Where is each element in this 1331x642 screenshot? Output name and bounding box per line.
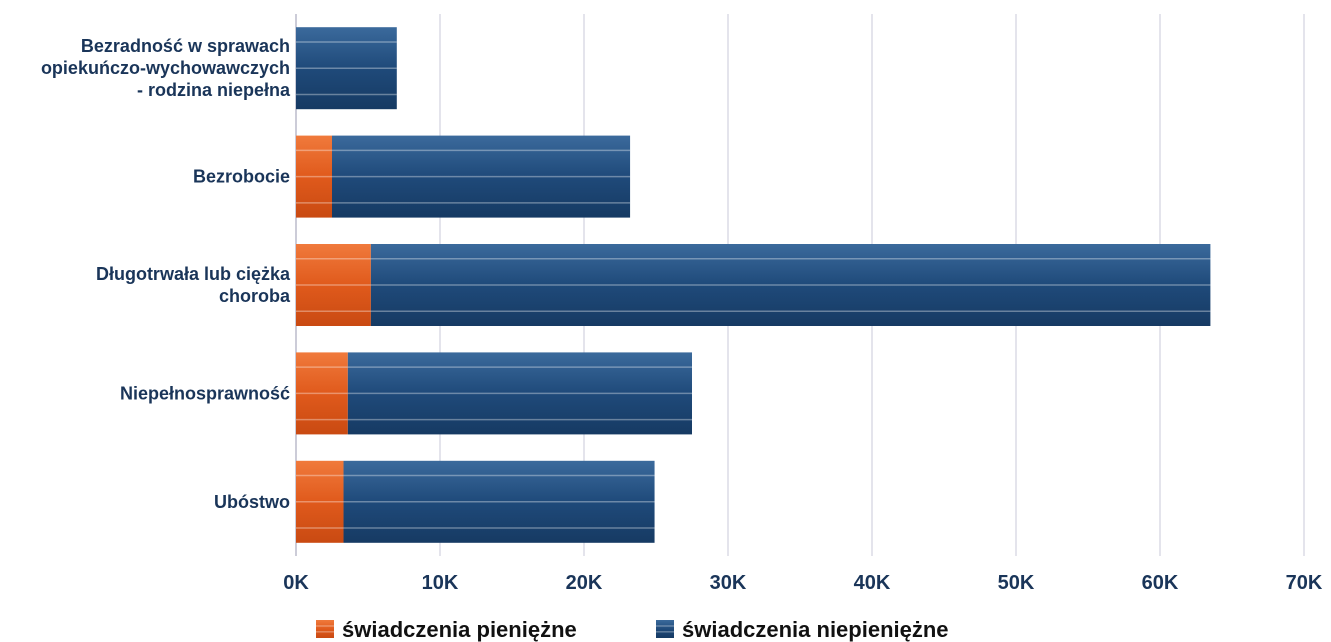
category-label: Bezrobocie — [193, 167, 290, 187]
x-tick-label: 70K — [1286, 572, 1323, 594]
x-tick-label: 0K — [283, 572, 309, 594]
bar-niepieniezne — [332, 135, 631, 218]
bar-pieniezne — [296, 460, 344, 543]
bar-niepieniezne — [343, 460, 655, 543]
category-label: Bezradność w sprawach opiekuńczo-wychowaw… — [41, 36, 291, 100]
category-label-line: Niepełnosprawność — [120, 383, 290, 403]
legend-label: świadczenia pieniężne — [342, 617, 577, 642]
bar-niepieniezne — [296, 27, 397, 110]
category-label-line: Bezrobocie — [193, 167, 290, 187]
category-label-line: Ubóstwo — [214, 492, 290, 512]
category-label: Ubóstwo — [214, 492, 290, 512]
category-label-line: choroba — [219, 286, 291, 306]
bar-niepieniezne — [347, 352, 692, 435]
x-tick-label: 20K — [566, 572, 603, 594]
x-tick-label: 30K — [710, 572, 747, 594]
category-label-line: Bezradność w sprawach — [81, 36, 290, 56]
category-label-line: opiekuńczo-wychowawczych — [41, 58, 290, 78]
bar-pieniezne — [296, 352, 348, 435]
x-tick-label: 50K — [998, 572, 1035, 594]
category-label-line: Długotrwała lub ciężka — [96, 264, 291, 284]
bar-pieniezne — [296, 135, 332, 218]
bars — [296, 27, 1211, 543]
legend-label: świadczenia niepieniężne — [682, 617, 949, 642]
bar-niepieniezne — [370, 244, 1211, 326]
category-labels: Bezradność w sprawach opiekuńczo-wychowaw… — [41, 36, 291, 512]
category-label: Długotrwała lub ciężka choroba — [96, 264, 291, 306]
x-tick-label: 10K — [422, 572, 459, 594]
legend: świadczenia pieniężne świadczenia niepien… — [316, 617, 949, 642]
bar-pieniezne — [296, 244, 371, 326]
x-tick-label: 60K — [1142, 572, 1179, 594]
category-label-line: - rodzina niepełna — [137, 80, 291, 100]
x-axis-tick-labels: 0K 10K 20K 30K 40K 50K 60K 70K — [283, 572, 1323, 594]
legend-swatch — [316, 620, 334, 638]
x-tick-label: 40K — [854, 572, 891, 594]
category-label: Niepełnosprawność — [120, 383, 290, 403]
legend-swatch — [656, 620, 674, 638]
